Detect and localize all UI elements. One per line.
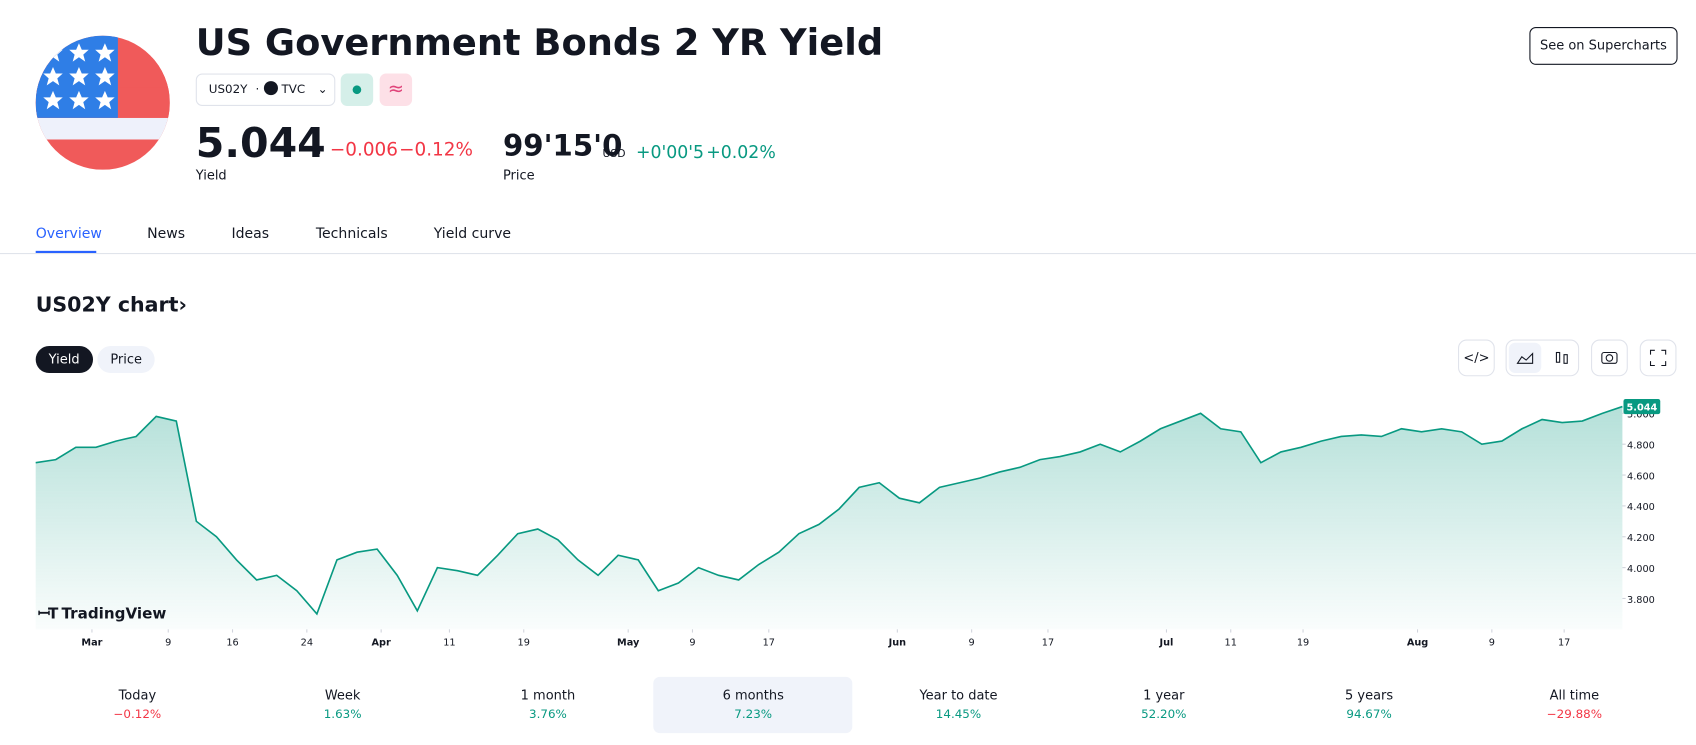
- x-tick-label: 17: [1042, 638, 1054, 649]
- price-unit: USD: [602, 148, 626, 161]
- x-tick-label: Aug: [1407, 638, 1428, 649]
- active-tab-indicator: [35, 250, 97, 254]
- y-tick-label: 4.200: [1627, 533, 1655, 544]
- period[interactable]: Today −0.12%: [38, 677, 237, 733]
- tab[interactable]: Ideas: [231, 225, 270, 243]
- y-tick-label: 5.000: [1627, 410, 1655, 421]
- period-label: 6 months: [722, 687, 784, 703]
- x-tick-label: Jun: [888, 638, 907, 649]
- period[interactable]: 1 year 52.20%: [1064, 677, 1263, 733]
- tab[interactable]: Overview: [35, 225, 102, 243]
- tab[interactable]: News: [147, 225, 186, 243]
- x-tick-label: 9: [165, 638, 171, 649]
- yield-unit: %: [311, 147, 321, 158]
- period-value: 7.23%: [734, 707, 773, 722]
- supercharts-button[interactable]: See on Supercharts: [1529, 27, 1678, 65]
- area-type-button[interactable]: [1508, 342, 1542, 374]
- tab[interactable]: Technicals: [315, 225, 388, 243]
- period[interactable]: All time −29.88%: [1475, 677, 1674, 733]
- period-value: −29.88%: [1546, 707, 1603, 722]
- period[interactable]: 1 month 3.76%: [448, 677, 647, 733]
- price-value: 99'15'0: [502, 129, 623, 164]
- y-tick-label: 4.600: [1627, 471, 1655, 482]
- embed-button[interactable]: </>: [1457, 339, 1495, 377]
- snapshot-button[interactable]: [1591, 339, 1628, 377]
- yield-change-pct: −0.12%: [399, 139, 473, 162]
- tab[interactable]: Yield curve: [433, 225, 512, 243]
- period-value: 3.76%: [529, 707, 567, 722]
- period-label: All time: [1549, 687, 1600, 703]
- x-tick-label: 17: [1558, 638, 1570, 649]
- delayed-badge[interactable]: ≈: [379, 73, 413, 106]
- x-tick-label: 9: [1489, 638, 1495, 649]
- y-tick-label: 4.400: [1627, 502, 1655, 513]
- x-tick-label: Jul: [1159, 638, 1174, 649]
- period-label: Year to date: [919, 687, 998, 703]
- line: [35, 405, 1623, 616]
- y-tick-label: 4.000: [1627, 564, 1655, 575]
- yield-value: 5.044: [195, 118, 326, 167]
- symbol-selector[interactable]: US02Y · TVC ⌄: [195, 73, 336, 106]
- last-value-tag: [1623, 398, 1661, 415]
- x-tick-label: 11: [443, 638, 455, 649]
- y-tick-label: 4.800: [1627, 441, 1655, 452]
- candle-type-button[interactable]: [1546, 343, 1578, 373]
- title: US Government Bonds 2 YR Yield: [195, 21, 884, 65]
- period[interactable]: Week 1.63%: [243, 677, 442, 733]
- x-tick-label: 9: [689, 638, 695, 649]
- price-change-pct: +0.02%: [706, 141, 776, 163]
- period-value: −0.12%: [113, 707, 162, 722]
- flag-icon: [35, 35, 170, 170]
- period-label: 5 years: [1345, 687, 1394, 703]
- watermark: ꟷT TradingView: [37, 605, 167, 623]
- x-tick-label: 11: [1225, 638, 1237, 649]
- chart-type-group: [1505, 339, 1580, 377]
- x-tick-label: Mar: [81, 638, 102, 649]
- period-label: Week: [324, 687, 361, 703]
- price-change: +0'00'5: [635, 141, 705, 163]
- x-tick-label: 17: [763, 638, 775, 649]
- period[interactable]: 5 years 94.67%: [1270, 677, 1469, 733]
- x-tick-label: 16: [226, 638, 238, 649]
- x-tick-label: Apr: [372, 638, 391, 649]
- toggle-price[interactable]: Price: [97, 346, 155, 374]
- area-fill: [35, 406, 1623, 630]
- period-label: 1 month: [520, 687, 576, 703]
- period-value: 14.45%: [935, 707, 982, 722]
- yield-label: Yield: [195, 167, 227, 183]
- toggle-yield[interactable]: Yield: [35, 346, 93, 374]
- x-tick-label: 9: [969, 638, 975, 649]
- fullscreen-button[interactable]: [1639, 339, 1677, 377]
- period-value: 94.67%: [1346, 707, 1392, 722]
- last-value-label: 5.044: [1626, 402, 1657, 413]
- price-label: Price: [502, 167, 535, 183]
- x-tick-label: 24: [301, 638, 313, 649]
- period-label: Today: [118, 687, 157, 703]
- period-value: 1.63%: [323, 707, 362, 722]
- x-tick-label: 19: [518, 638, 530, 649]
- symbol: US02Y: [208, 82, 248, 97]
- yield-change: −0.006: [329, 139, 398, 162]
- divider: [0, 253, 1696, 255]
- period[interactable]: Year to date 14.45%: [859, 677, 1058, 733]
- x-tick-label: May: [617, 638, 640, 649]
- exchange: TVC: [281, 82, 306, 97]
- chart-heading[interactable]: US02Y chart›: [35, 293, 187, 317]
- chart-heading-text: US02Y chart: [35, 293, 179, 317]
- period-label: 1 year: [1143, 687, 1185, 703]
- period-value: 52.20%: [1141, 707, 1187, 722]
- market-status[interactable]: [340, 73, 374, 106]
- watermark-text: TradingView: [61, 605, 167, 623]
- x-tick-label: 19: [1297, 638, 1309, 649]
- period[interactable]: 6 months 7.23%: [653, 676, 853, 734]
- y-tick-label: 3.800: [1627, 595, 1655, 606]
